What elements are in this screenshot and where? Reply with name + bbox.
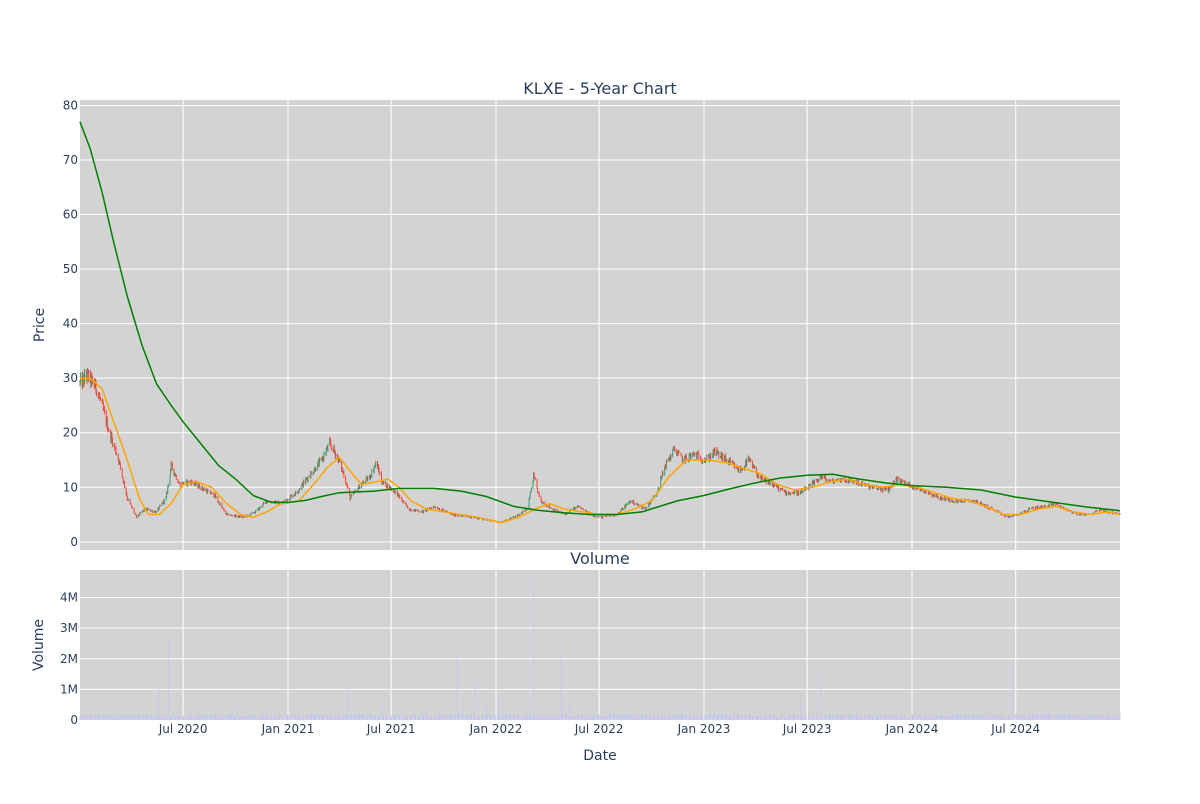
moving-average-line bbox=[80, 377, 1121, 524]
price-y-tick-label: 50 bbox=[63, 262, 78, 276]
price-y-tick-label: 0 bbox=[70, 535, 78, 549]
volume-y-tick-label: 0 bbox=[70, 713, 78, 727]
price-chart-title: KLXE - 5-Year Chart bbox=[523, 79, 676, 98]
volume-plot-background bbox=[80, 570, 1120, 720]
moving-average-line bbox=[79, 121, 1121, 516]
price-y-tick-label: 10 bbox=[63, 480, 78, 494]
volume-x-tick-label: Jul 2023 bbox=[782, 722, 832, 736]
price-y-tick-label: 60 bbox=[63, 208, 78, 222]
volume-x-ticks: Jul 2020 Jan 2021 Jul 2021 Jan 2022 Jul 2022… bbox=[158, 722, 1040, 736]
price-y-tick-label: 70 bbox=[63, 153, 78, 167]
volume-y-tick-label: 2M bbox=[60, 652, 78, 666]
volume-y-axis-title: Volume bbox=[31, 619, 47, 671]
volume-x-tick-label: Jul 2020 bbox=[158, 722, 208, 736]
price-y-tick-label: 30 bbox=[63, 371, 78, 385]
volume-gridlines bbox=[80, 570, 1120, 721]
volume-y-tick-label: 4M bbox=[60, 591, 78, 605]
volume-y-ticks: 0 1M 2M 3M 4M bbox=[60, 591, 78, 727]
volume-x-tick-label: Jan 2023 bbox=[677, 722, 731, 736]
volume-x-tick-label: Jul 2021 bbox=[366, 722, 416, 736]
volume-y-tick-label: 3M bbox=[60, 621, 78, 635]
volume-x-tick-label: Jan 2022 bbox=[469, 722, 523, 736]
volume-x-tick-label: Jul 2022 bbox=[574, 722, 624, 736]
volume-x-axis-title: Date bbox=[583, 748, 616, 764]
price-gridlines bbox=[80, 100, 1120, 550]
price-y-tick-label: 40 bbox=[63, 317, 78, 331]
price-y-ticks: 0 10 20 30 40 50 60 70 80 bbox=[63, 98, 78, 548]
volume-x-tick-label: Jan 2021 bbox=[261, 722, 315, 736]
moving-average-lines bbox=[79, 121, 1121, 524]
volume-y-tick-label: 1M bbox=[60, 682, 78, 696]
volume-chart-title: Volume bbox=[570, 549, 630, 568]
price-y-tick-label: 20 bbox=[63, 426, 78, 440]
price-y-tick-label: 80 bbox=[63, 98, 78, 112]
price-plot-background bbox=[80, 100, 1120, 550]
price-y-axis-title: Price bbox=[32, 308, 48, 342]
volume-bars bbox=[79, 577, 1121, 720]
volume-x-tick-label: Jul 2024 bbox=[990, 722, 1040, 736]
volume-x-tick-label: Jan 2024 bbox=[885, 722, 939, 736]
